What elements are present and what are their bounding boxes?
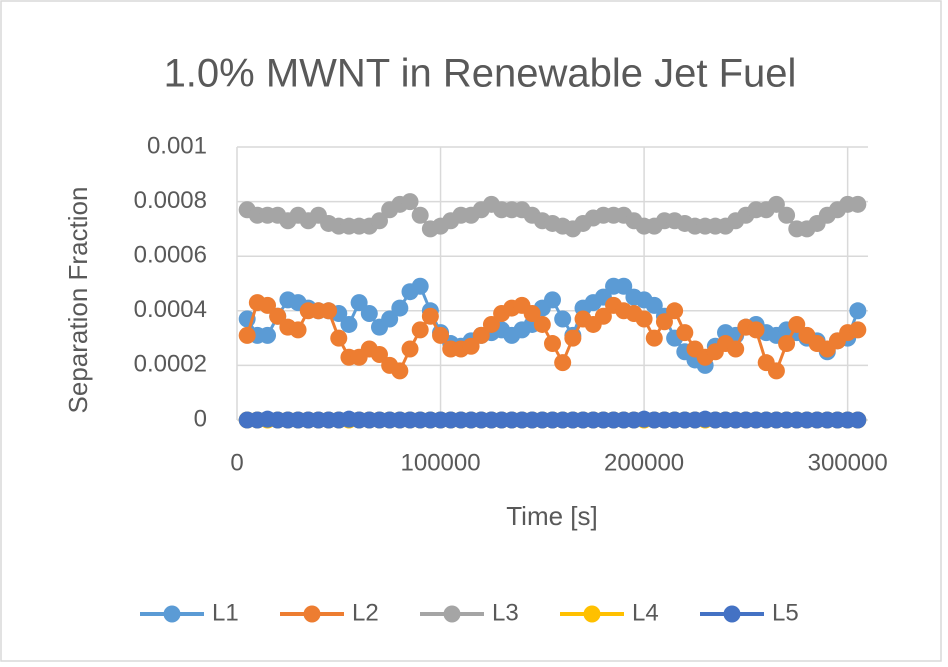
- marker: [655, 313, 673, 331]
- x-tick-label: 100000: [401, 449, 481, 476]
- marker: [767, 195, 785, 213]
- marker: [544, 335, 561, 353]
- marker: [788, 315, 806, 333]
- marker: [370, 212, 388, 230]
- x-tick-label: 300000: [808, 449, 888, 476]
- x-tick-label: 200000: [604, 449, 684, 476]
- y-tick-label: 0.0004: [134, 296, 207, 323]
- chart-title: 1.0% MWNT in Renewable Jet Fuel: [164, 52, 797, 96]
- marker: [411, 321, 429, 339]
- marker: [594, 307, 612, 325]
- marker: [411, 206, 429, 224]
- marker: [554, 354, 572, 372]
- marker: [259, 326, 277, 344]
- marker: [544, 291, 561, 309]
- legend-label: L1: [212, 599, 239, 626]
- legend-label: L4: [632, 599, 659, 626]
- marker: [421, 307, 439, 325]
- marker: [564, 329, 582, 347]
- marker: [533, 315, 551, 333]
- y-tick-label: 0.0002: [134, 351, 207, 378]
- legend-label: L3: [492, 599, 519, 626]
- marker: [360, 305, 378, 323]
- marker: [391, 299, 409, 317]
- series: [238, 193, 867, 238]
- legend-label: L5: [772, 599, 799, 626]
- marker: [778, 206, 796, 224]
- marker: [849, 195, 867, 213]
- legend-marker: [443, 605, 461, 623]
- legend-marker: [723, 605, 741, 623]
- marker: [238, 326, 256, 344]
- marker: [747, 321, 765, 339]
- marker: [401, 193, 419, 211]
- marker: [472, 326, 490, 344]
- marker: [401, 340, 419, 358]
- marker: [340, 315, 358, 333]
- marker: [330, 329, 348, 347]
- series: [238, 410, 867, 429]
- marker: [391, 362, 409, 380]
- y-tick-label: 0.0008: [134, 187, 207, 214]
- marker: [381, 310, 399, 328]
- marker: [320, 302, 338, 320]
- marker: [554, 310, 572, 328]
- marker: [462, 337, 480, 355]
- y-tick-label: 0.0006: [134, 242, 207, 269]
- marker: [635, 310, 653, 328]
- marker: [676, 324, 694, 342]
- marker: [849, 302, 867, 320]
- marker: [849, 321, 867, 339]
- marker: [666, 302, 684, 320]
- series: [238, 294, 867, 380]
- marker: [727, 340, 745, 358]
- legend-marker: [303, 605, 321, 623]
- legend-marker: [583, 605, 601, 623]
- marker: [289, 321, 307, 339]
- marker: [269, 307, 287, 325]
- marker: [849, 411, 867, 429]
- y-axis-label: Separation Fraction: [63, 187, 93, 414]
- legend-marker: [163, 605, 181, 623]
- marker: [370, 345, 388, 363]
- marker: [615, 277, 633, 295]
- marker: [482, 315, 500, 333]
- marker: [645, 296, 663, 314]
- x-axis-label: Time [s]: [506, 501, 597, 531]
- marker: [259, 296, 277, 314]
- marker: [432, 326, 450, 344]
- marker: [523, 305, 541, 323]
- y-tick-label: 0: [194, 405, 207, 432]
- x-tick-label: 0: [230, 449, 243, 476]
- marker: [767, 362, 785, 380]
- legend-label: L2: [352, 599, 379, 626]
- marker: [645, 329, 663, 347]
- marker: [411, 277, 429, 295]
- marker: [350, 294, 368, 312]
- marker: [778, 335, 796, 353]
- y-tick-label: 0.001: [147, 132, 207, 159]
